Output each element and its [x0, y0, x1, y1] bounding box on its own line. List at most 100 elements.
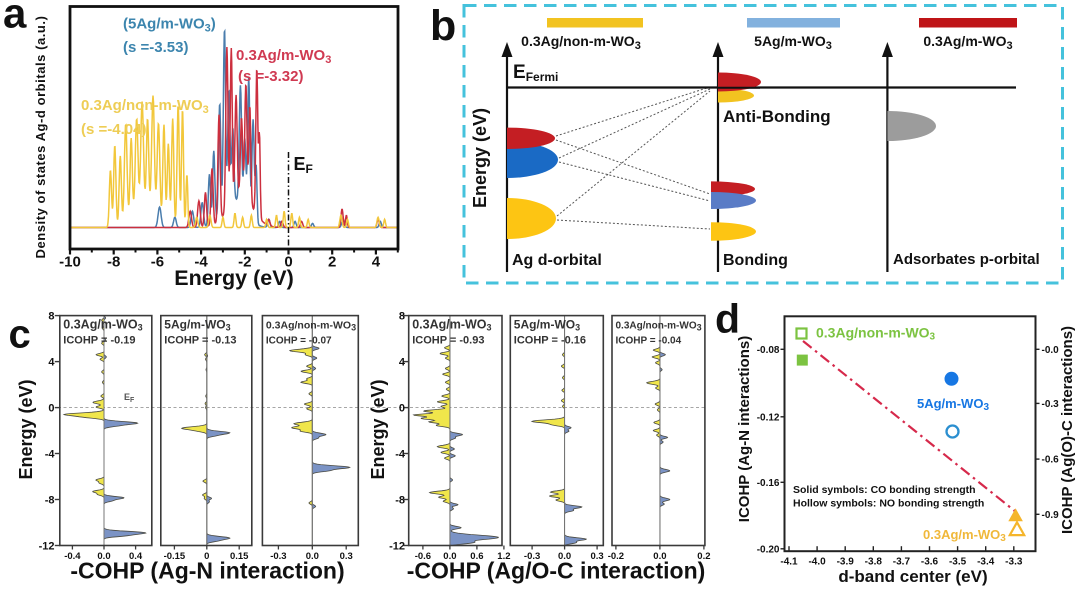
svg-text:0: 0	[284, 254, 292, 271]
svg-text:ICOHP = -0.13: ICOHP = -0.13	[164, 335, 236, 347]
svg-text:0.0: 0.0	[558, 551, 571, 562]
svg-text:4: 4	[372, 254, 381, 271]
svg-text:-8: -8	[45, 495, 55, 507]
svg-text:-0.6: -0.6	[415, 551, 431, 562]
svg-text:0.3: 0.3	[340, 551, 353, 562]
svg-text:5Ag/m-WO3: 5Ag/m-WO3	[917, 396, 989, 413]
svg-text:EF: EF	[124, 392, 135, 404]
svg-text:Energy (eV): Energy (eV)	[16, 379, 36, 479]
svg-text:-0.3: -0.3	[270, 551, 286, 562]
svg-text:ICOHP = -0.19: ICOHP = -0.19	[63, 335, 135, 347]
svg-text:d-band center (eV): d-band center (eV)	[838, 567, 987, 586]
svg-text:0.3: 0.3	[590, 551, 603, 562]
svg-text:2: 2	[328, 254, 336, 271]
svg-text:-0.2: -0.2	[608, 551, 624, 562]
svg-text:-3.6: -3.6	[921, 557, 939, 568]
svg-text:0.3Ag/non-m-WO3: 0.3Ag/non-m-WO3	[266, 320, 356, 333]
svg-text:ICOHP = -0.04: ICOHP = -0.04	[616, 336, 682, 347]
svg-text:-8: -8	[107, 254, 120, 271]
svg-text:-4.1: -4.1	[780, 557, 798, 568]
svg-text:-3.5: -3.5	[949, 557, 967, 568]
svg-text:-4: -4	[395, 449, 406, 461]
svg-text:-3.8: -3.8	[865, 557, 883, 568]
svg-text:-12: -12	[39, 541, 55, 553]
svg-text:0.3Ag/m-WO3: 0.3Ag/m-WO3	[923, 527, 1006, 544]
svg-text:0.3Ag/non-m-WO3: 0.3Ag/non-m-WO3	[521, 33, 641, 52]
svg-text:(s =-3.32): (s =-3.32)	[238, 68, 303, 85]
svg-text:Energy (eV): Energy (eV)	[174, 266, 293, 290]
svg-text:ICOHP = -0.07: ICOHP = -0.07	[266, 336, 332, 347]
svg-text:0.0: 0.0	[443, 551, 456, 562]
svg-text:-3.9: -3.9	[837, 557, 855, 568]
svg-text:Solid symbols: CO bonding stre: Solid symbols: CO bonding strength	[793, 484, 976, 496]
svg-text:ICOHP (Ag(O)-C interactions): ICOHP (Ag(O)-C interactions)	[1059, 326, 1076, 534]
svg-text:c: c	[9, 313, 31, 357]
svg-text:ICOHP (Ag-N interactions): ICOHP (Ag-N interactions)	[736, 336, 753, 522]
svg-text:0.3Ag/non-m-WO3: 0.3Ag/non-m-WO3	[81, 97, 209, 116]
svg-text:0.3Ag/m-WO3: 0.3Ag/m-WO3	[923, 33, 1012, 52]
svg-text:Anti-Bonding: Anti-Bonding	[723, 107, 831, 126]
svg-text:Bonding: Bonding	[723, 252, 788, 269]
svg-text:-3.7: -3.7	[893, 557, 911, 568]
svg-text:d: d	[715, 296, 740, 342]
svg-text:0.15: 0.15	[230, 551, 249, 562]
svg-text:-0.3: -0.3	[1042, 399, 1060, 410]
svg-text:0.3Ag/m-WO3: 0.3Ag/m-WO3	[236, 47, 331, 66]
svg-text:Energy (eV): Energy (eV)	[368, 379, 388, 479]
svg-text:-4.0: -4.0	[808, 557, 826, 568]
svg-text:ICOHP = -0.16: ICOHP = -0.16	[514, 335, 586, 347]
svg-text:-4: -4	[45, 449, 56, 461]
svg-text:-0.08: -0.08	[757, 345, 780, 356]
svg-text:4: 4	[399, 357, 406, 369]
svg-text:8: 8	[399, 311, 405, 323]
svg-text:-0.6: -0.6	[1042, 455, 1060, 466]
svg-text:-6: -6	[151, 254, 164, 271]
svg-text:-12: -12	[389, 541, 405, 553]
svg-text:-0.16: -0.16	[757, 478, 780, 489]
svg-text:Adsorbates p-orbital: Adsorbates p-orbital	[893, 251, 1040, 268]
svg-text:0.0: 0.0	[306, 551, 319, 562]
svg-text:-3.3: -3.3	[1005, 557, 1023, 568]
svg-text:-2: -2	[238, 254, 251, 271]
svg-text:Density of states Ag-d orbital: Density of states Ag-d orbitals (a.u.)	[33, 16, 48, 259]
svg-text:-0.4: -0.4	[64, 551, 81, 562]
svg-text:-0.3: -0.3	[524, 551, 540, 562]
svg-text:0: 0	[204, 551, 209, 562]
svg-text:-COHP (Ag/O-C interaction): -COHP (Ag/O-C interaction)	[407, 558, 706, 584]
svg-text:0.3Ag/non-m-WO3: 0.3Ag/non-m-WO3	[816, 325, 936, 343]
svg-text:0.3Ag/m-WO3: 0.3Ag/m-WO3	[412, 318, 491, 333]
svg-text:(s =-3.53): (s =-3.53)	[123, 39, 188, 56]
svg-text:1.2: 1.2	[497, 551, 510, 562]
svg-text:0.3Ag/m-WO3: 0.3Ag/m-WO3	[63, 318, 142, 333]
svg-text:-8: -8	[395, 495, 405, 507]
svg-text:5Ag/m-WO3: 5Ag/m-WO3	[514, 318, 580, 333]
svg-text:0.4: 0.4	[129, 551, 143, 562]
svg-text:-0.12: -0.12	[757, 412, 780, 423]
svg-text:0.6: 0.6	[470, 551, 483, 562]
svg-text:0.3Ag/non-m-WO3: 0.3Ag/non-m-WO3	[616, 321, 702, 333]
svg-text:5Ag/m-WO3: 5Ag/m-WO3	[754, 33, 832, 52]
svg-text:Energy (eV): Energy (eV)	[470, 108, 490, 208]
svg-text:Hollow symbols: NO bonding str: Hollow symbols: NO bonding strength	[793, 498, 984, 510]
svg-text:(5Ag/m-WO3): (5Ag/m-WO3)	[123, 16, 216, 35]
svg-text:-0.9: -0.9	[1042, 510, 1060, 521]
svg-text:Ag d-orbital: Ag d-orbital	[512, 252, 602, 269]
svg-text:-COHP (Ag-N interaction): -COHP (Ag-N interaction)	[70, 558, 344, 584]
svg-text:-4: -4	[194, 254, 208, 271]
svg-text:-10: -10	[59, 254, 81, 271]
svg-text:0: 0	[48, 403, 54, 415]
svg-text:ICOHP = -0.93: ICOHP = -0.93	[412, 335, 484, 347]
svg-text:(s =-4.04): (s =-4.04)	[81, 121, 146, 138]
svg-text:0.0: 0.0	[653, 551, 666, 562]
svg-text:b: b	[430, 2, 456, 50]
svg-text:-0.0: -0.0	[1042, 345, 1060, 356]
svg-text:-0.15: -0.15	[164, 551, 186, 562]
svg-text:0.2: 0.2	[697, 551, 710, 562]
svg-text:0.0: 0.0	[97, 551, 110, 562]
svg-text:8: 8	[48, 311, 54, 323]
svg-text:a: a	[3, 0, 27, 37]
svg-text:5Ag/m-WO3: 5Ag/m-WO3	[164, 318, 230, 333]
svg-text:-3.4: -3.4	[977, 557, 995, 568]
svg-text:4: 4	[48, 357, 55, 369]
svg-text:-0.20: -0.20	[757, 544, 780, 555]
